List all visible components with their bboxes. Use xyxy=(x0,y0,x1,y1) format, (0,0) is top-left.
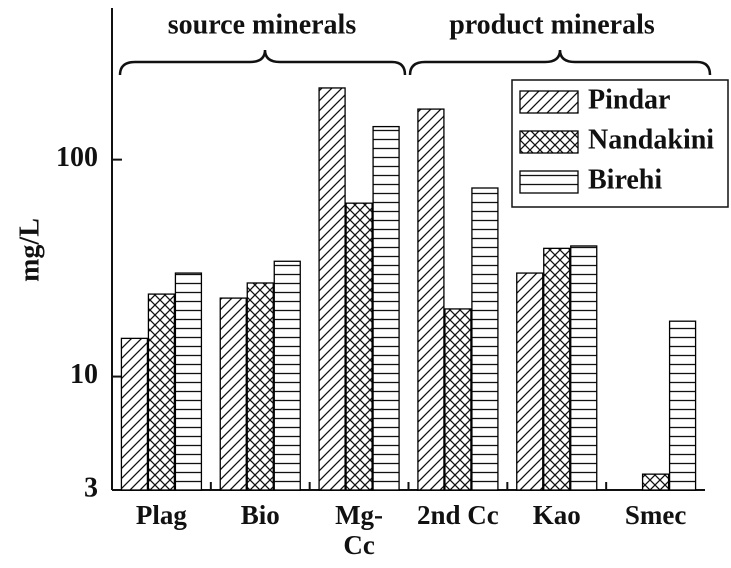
y-axis-label: mg/L xyxy=(14,218,45,282)
bracket xyxy=(408,49,712,76)
y-tick-label: 3 xyxy=(84,472,98,503)
bar xyxy=(543,247,571,491)
annotation: source minerals xyxy=(168,9,357,40)
legend-swatch xyxy=(519,170,579,194)
x-tick-label: Plag xyxy=(135,500,187,530)
legend-swatch xyxy=(519,130,579,154)
bar xyxy=(120,337,149,491)
bracket xyxy=(118,49,407,76)
bar xyxy=(417,108,445,491)
y-tick-label: 100 xyxy=(56,142,98,173)
annotation: product minerals xyxy=(449,9,655,40)
bar xyxy=(174,272,203,491)
legend-swatch xyxy=(519,90,579,114)
legend-label: Nandakini xyxy=(588,124,714,155)
bar xyxy=(372,125,400,491)
bar xyxy=(641,473,670,491)
bar xyxy=(345,202,373,491)
bar xyxy=(570,245,598,491)
bar xyxy=(273,260,301,491)
x-tick-label: Kao xyxy=(532,500,581,530)
x-tick-label: Bio xyxy=(240,500,280,530)
bar xyxy=(318,87,346,491)
x-tick-label: Smec xyxy=(624,500,687,530)
bar xyxy=(246,282,274,491)
x-tick-label: 2nd Cc xyxy=(417,500,499,530)
bar xyxy=(516,272,544,491)
bar xyxy=(668,320,697,491)
legend-label: Pindar xyxy=(588,84,670,115)
legend-label: Birehi xyxy=(588,164,662,195)
x-tick-label: Mg- Cc xyxy=(335,500,384,560)
y-tick-label: 10 xyxy=(70,359,98,390)
bar xyxy=(444,308,472,491)
bar xyxy=(147,293,176,491)
bar xyxy=(219,297,247,491)
bar xyxy=(471,187,499,491)
